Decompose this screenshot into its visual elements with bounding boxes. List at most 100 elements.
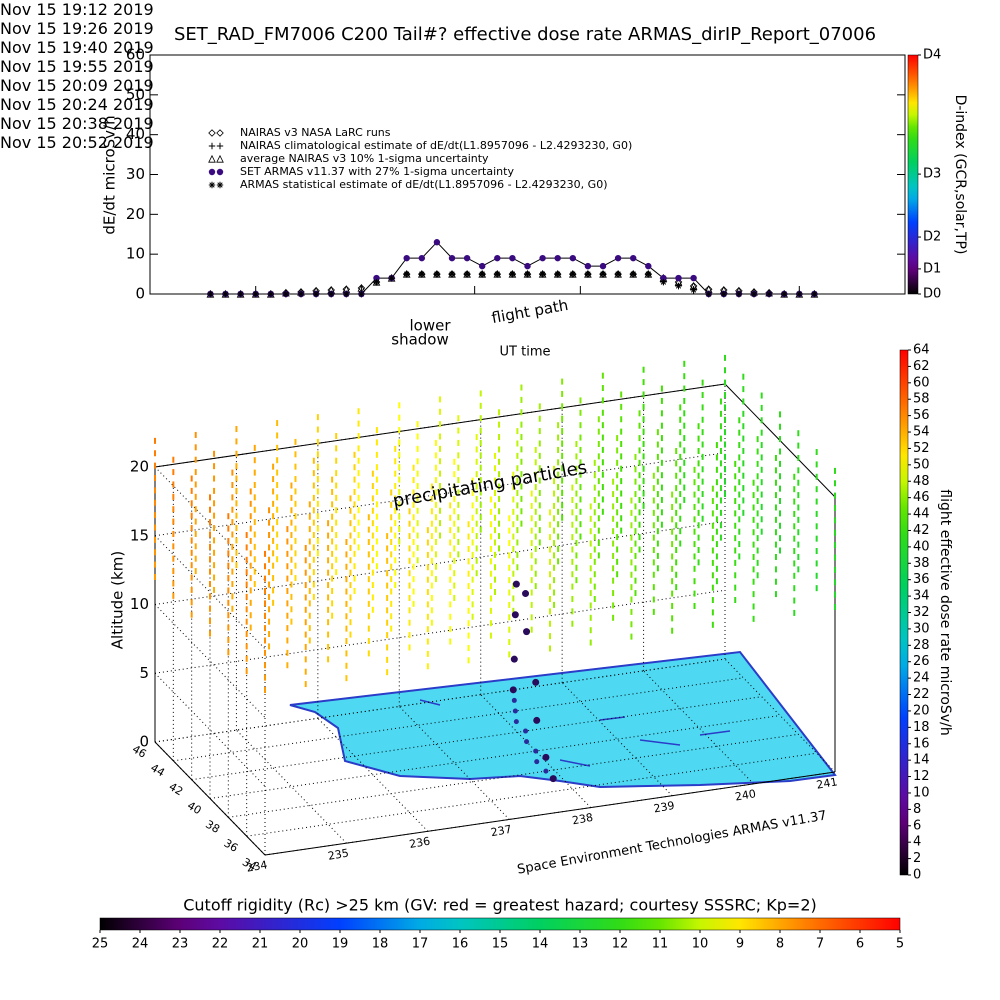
marker: [479, 262, 486, 270]
colorbar-tick-label: 14: [913, 753, 930, 768]
colorbar-tick-label: 20: [913, 703, 930, 718]
flight-shadow: [534, 759, 540, 765]
x-tick-label: 236: [408, 835, 431, 851]
colorbar-label: Cutoff rigidity (Rc) >25 km (GV: red = g…: [183, 896, 817, 915]
colorbar-tick-label: 40: [913, 539, 930, 554]
marker: [705, 290, 712, 298]
colorbar-tick-label: 50: [913, 457, 930, 472]
marker: [494, 254, 501, 262]
marker: [433, 270, 441, 278]
colorbar-tick-label: D4: [923, 48, 941, 63]
marker: [328, 290, 335, 298]
colorbar-label: flight effective dose rate microSv/h: [937, 489, 953, 735]
colorbar-tick-label: 30: [913, 621, 930, 636]
y-tick-label: 10: [126, 245, 145, 263]
colorbar-tick-label: 48: [913, 474, 930, 489]
y-tick-label: 50: [126, 85, 145, 103]
colorbar: [907, 54, 919, 295]
colorbar-tick-label: 18: [913, 720, 930, 735]
marker: [584, 262, 592, 270]
flight-point: [510, 655, 518, 663]
colorbar-tick-label: 44: [913, 507, 930, 522]
colorbar-tick-label: 7: [816, 937, 824, 952]
marker: [630, 254, 637, 262]
x-tick-label: 240: [734, 787, 757, 803]
grid-line: [191, 696, 762, 781]
marker: [539, 270, 546, 278]
colorbar: [899, 349, 909, 876]
colorbar-tick-label: 18: [372, 937, 389, 952]
marker: [750, 290, 758, 298]
marker: [494, 270, 501, 278]
marker: [735, 290, 743, 298]
flight-shadow: [513, 719, 519, 725]
marker: [689, 282, 698, 290]
x-tick-label: 239: [653, 799, 676, 815]
marker: [675, 274, 682, 282]
colorbar-tick-label: 5: [896, 937, 904, 952]
colorbar-tick-label: 56: [913, 408, 930, 423]
marker: [297, 290, 305, 298]
colorbar-tick-label: 8: [913, 802, 921, 817]
colorbar-tick-label: 16: [452, 937, 469, 952]
marker: [796, 290, 803, 298]
colorbar-tick-label: 22: [212, 937, 229, 952]
marker: [569, 270, 576, 278]
marker: [660, 274, 667, 282]
marker: [569, 254, 576, 262]
marker: [630, 270, 637, 278]
colorbar-tick-label: 60: [913, 375, 930, 390]
y-tick-label: 40: [185, 799, 204, 817]
x-tick-label: Nov 15 19:26 2019: [0, 19, 154, 38]
legend-label: NAIRAS v3 NASA LaRC runs: [240, 126, 391, 139]
x-tick-label: Nov 15 20:09 2019: [0, 76, 154, 95]
colorbar-tick-label: 4: [913, 835, 921, 850]
colorbar-tick-label: 64: [913, 343, 930, 358]
legend-symbol: [216, 168, 224, 176]
flight-shadow: [511, 697, 517, 703]
grid-line: [173, 677, 744, 762]
y-tick-label: 36: [222, 837, 241, 855]
x-tick-label: 241: [815, 775, 838, 791]
y-tick-label: 34: [240, 855, 259, 873]
x-tick-label: 237: [490, 823, 513, 839]
colorbar-tick-label: 0: [913, 868, 921, 883]
legend-symbol: [208, 181, 216, 189]
colorbar-tick-label: 9: [736, 937, 744, 952]
y-tick-label: 0: [135, 285, 145, 303]
y-tick-label: 44: [148, 761, 167, 779]
marker: [690, 286, 697, 294]
axis-line: [154, 741, 266, 856]
colorbar-tick-label: 10: [692, 937, 709, 952]
marker: [237, 290, 244, 298]
grid-line: [209, 715, 781, 799]
legend-symbol: [216, 154, 224, 163]
colorbar-tick-label: D3: [923, 167, 941, 182]
marker: [388, 274, 395, 282]
marker: [433, 239, 441, 246]
y-tick-label: 42: [167, 780, 186, 798]
marker: [267, 290, 274, 298]
marker: [418, 254, 425, 262]
marker: [312, 290, 320, 298]
colorbar-tick-label: 2: [913, 851, 921, 866]
marker: [720, 290, 727, 298]
legend-symbol: [208, 142, 216, 150]
colorbar-tick-label: 12: [913, 769, 930, 784]
colorbar-tick-label: 16: [913, 736, 930, 751]
colorbar-tick-label: D0: [923, 287, 941, 302]
flight-point: [542, 753, 550, 761]
colorbar-tick-label: 36: [913, 572, 930, 587]
flight-shadow: [543, 768, 549, 774]
legend-label: SET ARMAS v11.37 with 27% 1-sigma uncert…: [240, 165, 514, 178]
marker: [252, 290, 259, 298]
y-tick-label: 38: [203, 818, 222, 836]
z-axis-label: Altitude (km): [109, 551, 127, 649]
flight-point: [522, 590, 530, 598]
marker: [373, 274, 380, 282]
colorbar-tick-label: 52: [913, 441, 930, 456]
marker: [614, 270, 622, 278]
colorbar-tick-label: 8: [776, 937, 784, 952]
